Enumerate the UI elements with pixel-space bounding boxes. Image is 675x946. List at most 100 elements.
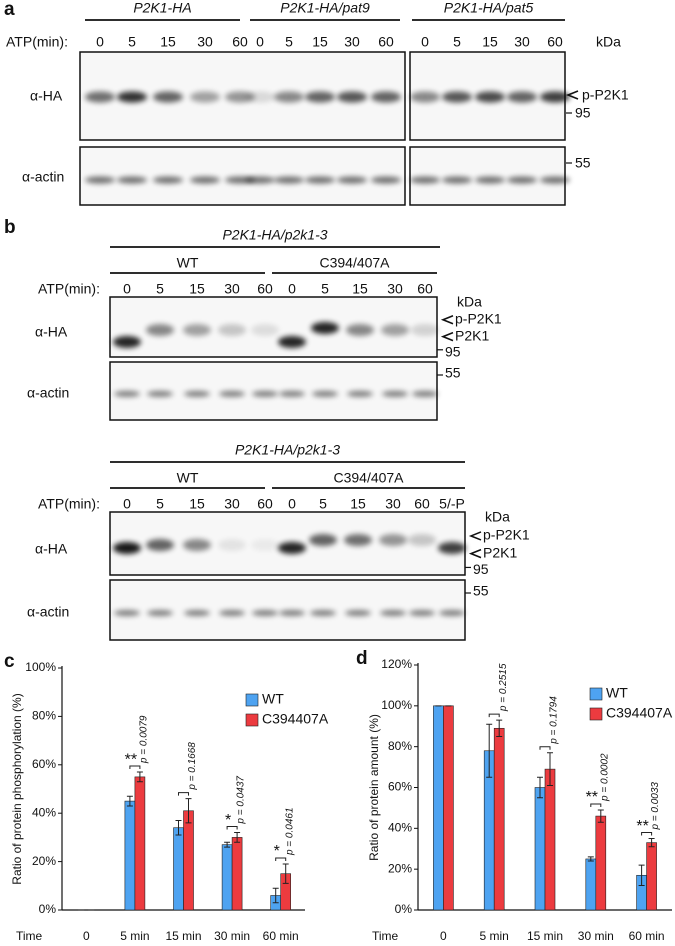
p-value: p = 0.0461 — [284, 807, 295, 856]
blot-band — [219, 610, 245, 616]
error-bar — [486, 723, 493, 778]
antibody-label: α-HA — [30, 88, 63, 104]
kda-label: kDa — [485, 509, 510, 525]
blot-band — [279, 610, 305, 616]
lane-label: 5/-P — [439, 496, 465, 512]
lane-label: 0 — [123, 496, 131, 512]
blot-band — [475, 176, 505, 184]
legend-label: C394407A — [262, 711, 329, 727]
error-bar — [547, 752, 553, 786]
blot-band — [439, 610, 465, 616]
lane-label: 5 — [285, 34, 293, 50]
lane-label: 5 — [321, 281, 329, 297]
error-bar — [224, 841, 231, 848]
antibody-label: α-actin — [27, 385, 69, 401]
y-tick-label: 0% — [395, 902, 413, 916]
y-tick-label: 40% — [388, 821, 412, 835]
lane-label: 30 — [344, 34, 360, 50]
blot-band — [190, 91, 220, 103]
bracket — [590, 803, 602, 807]
bracket — [226, 826, 238, 830]
y-tick-label: 60% — [388, 780, 412, 794]
antibody-label: α-HA — [35, 324, 68, 340]
group-label: WT — [177, 255, 199, 271]
lane-label: 60 — [232, 34, 248, 50]
x-tick-label: 30 min — [578, 929, 614, 943]
blot-band — [344, 534, 372, 546]
legend-swatch — [589, 687, 603, 701]
blot-band — [442, 176, 472, 184]
p-value: p = 0.1794 — [549, 696, 560, 745]
x-tick-label: 15 min — [527, 929, 563, 943]
error-bar — [126, 795, 133, 807]
group-label: WT — [177, 470, 199, 486]
bar — [595, 815, 607, 911]
significance: ** — [586, 789, 598, 806]
blot-band — [410, 176, 440, 184]
p-value: p = 0.1668 — [187, 742, 198, 791]
lane-label: 30 — [197, 34, 213, 50]
y-tick-label: 0% — [39, 902, 57, 916]
p-value: p = 0.0437 — [236, 776, 247, 825]
blot-band — [146, 324, 174, 336]
blot-band — [345, 610, 371, 616]
lane-label: 60 — [378, 34, 394, 50]
bar — [124, 800, 136, 911]
group-label: C394/407A — [319, 255, 390, 271]
error-bar — [185, 798, 192, 824]
blot-band — [245, 91, 275, 103]
blot-band — [245, 176, 275, 184]
bar — [221, 844, 233, 911]
blot-title: P2K1-HA/p2k1-3 — [235, 442, 340, 458]
y-tick-label: 100% — [25, 660, 56, 674]
blot-title: P2K1-HA/p2k1-3 — [222, 227, 327, 243]
blot-band — [218, 539, 246, 551]
blot-band — [305, 176, 335, 184]
y-axis-label: Ratio of protein phosphorylation (%) — [10, 693, 24, 884]
error-bar — [638, 864, 645, 886]
blot-band — [251, 539, 279, 551]
blot-frame — [109, 361, 438, 421]
panel-label: b — [4, 217, 16, 238]
x-tick-label: 15 min — [165, 929, 201, 943]
blot-band — [442, 91, 472, 103]
arrow — [565, 90, 579, 100]
blot-band — [411, 324, 439, 336]
band-label: p-P2K1 — [455, 311, 502, 327]
arrow — [440, 331, 454, 342]
blot-band — [153, 176, 183, 184]
marker-label: 95 — [575, 105, 591, 121]
bar — [646, 842, 657, 911]
blot-band — [252, 390, 278, 397]
bar — [433, 705, 444, 911]
bracket — [539, 746, 551, 750]
marker-label: 55 — [445, 365, 461, 381]
group-label: P2K1-HA/pat9 — [280, 0, 370, 16]
blot-band — [218, 324, 246, 336]
kda-label: kDa — [457, 294, 482, 310]
blot-band — [153, 91, 183, 103]
lane-label: 5 — [453, 34, 461, 50]
blot-band — [113, 336, 141, 348]
lane-label: 0 — [288, 281, 296, 297]
antibody-label: α-actin — [27, 604, 69, 620]
x-tick-label: 5 min — [480, 929, 509, 943]
blot-frame — [109, 579, 466, 641]
blot-band — [311, 322, 339, 334]
x-tick-label: 60 min — [629, 929, 665, 943]
blot-band — [438, 542, 466, 554]
blot-band — [184, 390, 210, 397]
legend-swatch — [245, 713, 259, 727]
blot-band — [337, 91, 367, 103]
blot-band — [380, 610, 406, 616]
legend-label: C394407A — [606, 705, 673, 721]
blot-band — [309, 534, 337, 546]
error-bar — [234, 832, 241, 843]
atp-label: ATP(min): — [38, 281, 100, 297]
blot-band — [409, 610, 435, 616]
blot-band — [371, 176, 401, 184]
blot-band — [337, 176, 367, 184]
x-tick-label: 30 min — [214, 929, 250, 943]
blot-band — [305, 91, 335, 103]
